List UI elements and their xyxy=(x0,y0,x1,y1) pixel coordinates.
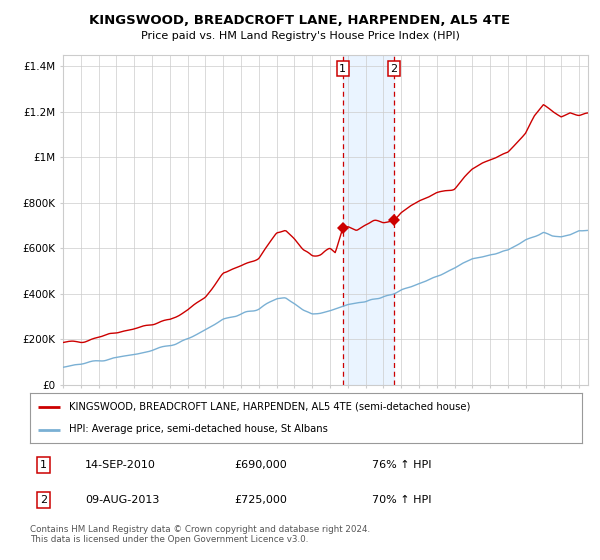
Text: £690,000: £690,000 xyxy=(234,460,287,470)
Text: KINGSWOOD, BREADCROFT LANE, HARPENDEN, AL5 4TE: KINGSWOOD, BREADCROFT LANE, HARPENDEN, A… xyxy=(89,14,511,27)
Text: 70% ↑ HPI: 70% ↑ HPI xyxy=(372,495,432,505)
Text: 2: 2 xyxy=(391,64,398,74)
Text: HPI: Average price, semi-detached house, St Albans: HPI: Average price, semi-detached house,… xyxy=(68,424,328,435)
Text: 76% ↑ HPI: 76% ↑ HPI xyxy=(372,460,432,470)
Text: 2: 2 xyxy=(40,495,47,505)
Text: 14-SEP-2010: 14-SEP-2010 xyxy=(85,460,156,470)
Text: 09-AUG-2013: 09-AUG-2013 xyxy=(85,495,160,505)
Text: Contains HM Land Registry data © Crown copyright and database right 2024.
This d: Contains HM Land Registry data © Crown c… xyxy=(30,525,370,544)
Text: 1: 1 xyxy=(339,64,346,74)
Text: £725,000: £725,000 xyxy=(234,495,287,505)
Text: KINGSWOOD, BREADCROFT LANE, HARPENDEN, AL5 4TE (semi-detached house): KINGSWOOD, BREADCROFT LANE, HARPENDEN, A… xyxy=(68,402,470,412)
Text: 1: 1 xyxy=(40,460,47,470)
Bar xyxy=(343,55,394,385)
Text: Price paid vs. HM Land Registry's House Price Index (HPI): Price paid vs. HM Land Registry's House … xyxy=(140,31,460,41)
